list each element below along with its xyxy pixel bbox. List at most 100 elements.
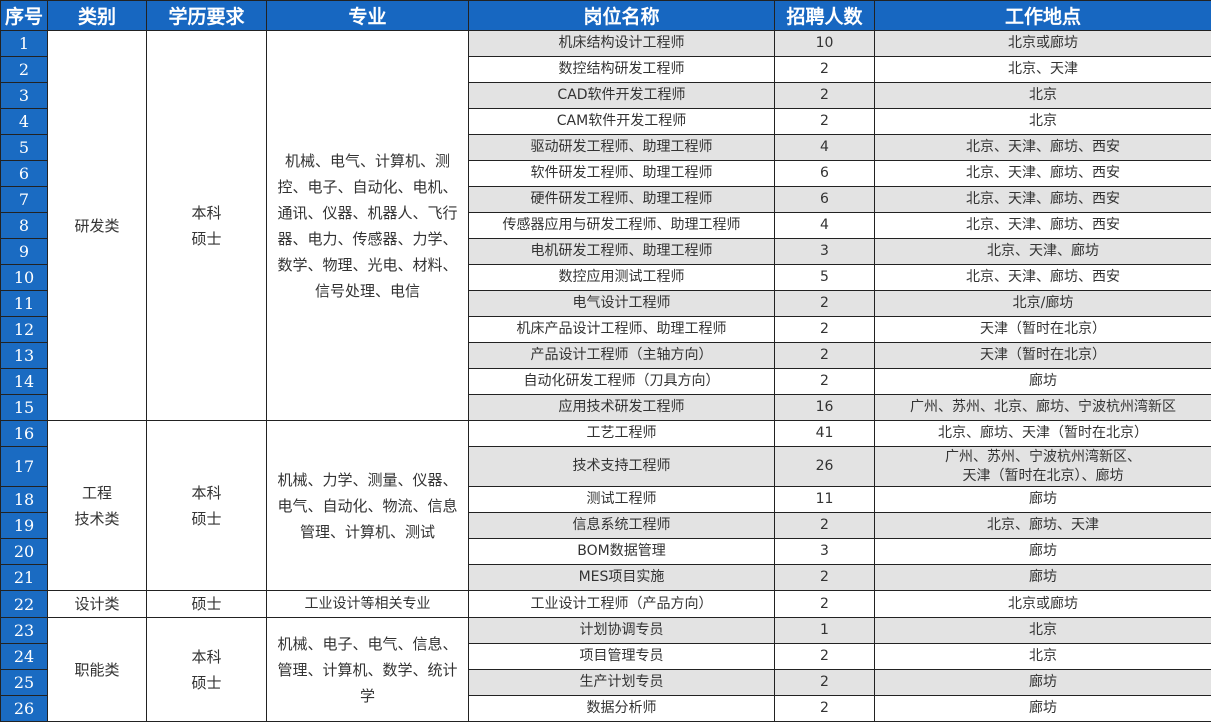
cell-position[interactable]: 产品设计工程师（主轴方向）: [469, 343, 775, 369]
cell-count[interactable]: 3: [775, 539, 875, 565]
cell-location[interactable]: 廊坊: [875, 369, 1211, 395]
header-major[interactable]: 专业: [267, 1, 469, 31]
cell-count[interactable]: 11: [775, 487, 875, 513]
cell-location[interactable]: 北京、天津: [875, 57, 1211, 83]
cell-location[interactable]: 北京、天津、廊坊、西安: [875, 213, 1211, 239]
cell-count[interactable]: 2: [775, 696, 875, 722]
cell-position[interactable]: 计划协调专员: [469, 618, 775, 644]
cell-no[interactable]: 18: [1, 487, 48, 513]
cell-count[interactable]: 2: [775, 565, 875, 591]
cell-no[interactable]: 3: [1, 83, 48, 109]
cell-location[interactable]: 北京、天津、廊坊、西安: [875, 135, 1211, 161]
cell-position[interactable]: 项目管理专员: [469, 644, 775, 670]
cell-education[interactable]: 本科硕士: [147, 421, 267, 591]
cell-count[interactable]: 26: [775, 447, 875, 487]
cell-position[interactable]: 测试工程师: [469, 487, 775, 513]
cell-count[interactable]: 2: [775, 57, 875, 83]
cell-position[interactable]: BOM数据管理: [469, 539, 775, 565]
cell-no[interactable]: 10: [1, 265, 48, 291]
cell-count[interactable]: 41: [775, 421, 875, 447]
header-position[interactable]: 岗位名称: [469, 1, 775, 31]
cell-major[interactable]: 机械、电子、电气、信息、管理、计算机、数学、统计学: [267, 618, 469, 722]
cell-location[interactable]: 北京、天津、廊坊、西安: [875, 265, 1211, 291]
cell-position[interactable]: 信息系统工程师: [469, 513, 775, 539]
cell-location[interactable]: 北京或廊坊: [875, 591, 1211, 618]
cell-position[interactable]: 驱动研发工程师、助理工程师: [469, 135, 775, 161]
cell-no[interactable]: 21: [1, 565, 48, 591]
cell-location[interactable]: 北京: [875, 618, 1211, 644]
cell-no[interactable]: 14: [1, 369, 48, 395]
cell-count[interactable]: 4: [775, 135, 875, 161]
cell-no[interactable]: 6: [1, 161, 48, 187]
cell-education[interactable]: 本科硕士: [147, 31, 267, 421]
cell-count[interactable]: 2: [775, 644, 875, 670]
cell-no[interactable]: 20: [1, 539, 48, 565]
cell-location[interactable]: 北京/廊坊: [875, 291, 1211, 317]
cell-education[interactable]: 硕士: [147, 591, 267, 618]
cell-position[interactable]: 数据分析师: [469, 696, 775, 722]
cell-count[interactable]: 2: [775, 369, 875, 395]
cell-position[interactable]: 工业设计工程师（产品方向）: [469, 591, 775, 618]
cell-count[interactable]: 5: [775, 265, 875, 291]
cell-category[interactable]: 工程技术类: [48, 421, 147, 591]
cell-count[interactable]: 4: [775, 213, 875, 239]
cell-location[interactable]: 广州、苏州、北京、廊坊、宁波杭州湾新区: [875, 395, 1211, 421]
cell-position[interactable]: 电机研发工程师、助理工程师: [469, 239, 775, 265]
cell-location[interactable]: 北京: [875, 83, 1211, 109]
cell-location[interactable]: 北京、天津、廊坊、西安: [875, 187, 1211, 213]
cell-location[interactable]: 廊坊: [875, 696, 1211, 722]
cell-location[interactable]: 北京、廊坊、天津: [875, 513, 1211, 539]
header-no[interactable]: 序号: [1, 1, 48, 31]
cell-no[interactable]: 13: [1, 343, 48, 369]
cell-location[interactable]: 北京、天津、廊坊、西安: [875, 161, 1211, 187]
cell-location[interactable]: 北京或廊坊: [875, 31, 1211, 57]
cell-location[interactable]: 北京: [875, 644, 1211, 670]
cell-position[interactable]: 数控应用测试工程师: [469, 265, 775, 291]
cell-no[interactable]: 23: [1, 618, 48, 644]
cell-count[interactable]: 2: [775, 83, 875, 109]
cell-category[interactable]: 研发类: [48, 31, 147, 421]
cell-count[interactable]: 6: [775, 161, 875, 187]
header-education[interactable]: 学历要求: [147, 1, 267, 31]
cell-position[interactable]: 机床产品设计工程师、助理工程师: [469, 317, 775, 343]
cell-no[interactable]: 17: [1, 447, 48, 487]
cell-count[interactable]: 6: [775, 187, 875, 213]
cell-category[interactable]: 职能类: [48, 618, 147, 722]
cell-count[interactable]: 16: [775, 395, 875, 421]
cell-no[interactable]: 26: [1, 696, 48, 722]
cell-location[interactable]: 北京: [875, 109, 1211, 135]
cell-position[interactable]: 数控结构研发工程师: [469, 57, 775, 83]
cell-education[interactable]: 本科硕士: [147, 618, 267, 722]
cell-major[interactable]: 机械、力学、测量、仪器、电气、自动化、物流、信息管理、计算机、测试: [267, 421, 469, 591]
cell-count[interactable]: 2: [775, 591, 875, 618]
cell-position[interactable]: 电气设计工程师: [469, 291, 775, 317]
cell-count[interactable]: 3: [775, 239, 875, 265]
cell-no[interactable]: 5: [1, 135, 48, 161]
cell-count[interactable]: 2: [775, 317, 875, 343]
cell-no[interactable]: 4: [1, 109, 48, 135]
cell-position[interactable]: 硬件研发工程师、助理工程师: [469, 187, 775, 213]
cell-position[interactable]: CAM软件开发工程师: [469, 109, 775, 135]
cell-no[interactable]: 25: [1, 670, 48, 696]
cell-position[interactable]: CAD软件开发工程师: [469, 83, 775, 109]
cell-location[interactable]: 广州、苏州、宁波杭州湾新区、天津（暂时在北京）、廊坊: [875, 447, 1211, 487]
cell-location[interactable]: 天津（暂时在北京）: [875, 317, 1211, 343]
cell-no[interactable]: 11: [1, 291, 48, 317]
cell-no[interactable]: 15: [1, 395, 48, 421]
cell-count[interactable]: 2: [775, 513, 875, 539]
cell-no[interactable]: 16: [1, 421, 48, 447]
cell-count[interactable]: 10: [775, 31, 875, 57]
cell-position[interactable]: 传感器应用与研发工程师、助理工程师: [469, 213, 775, 239]
cell-count[interactable]: 2: [775, 670, 875, 696]
cell-no[interactable]: 7: [1, 187, 48, 213]
cell-location[interactable]: 北京、廊坊、天津（暂时在北京）: [875, 421, 1211, 447]
header-location[interactable]: 工作地点: [875, 1, 1211, 31]
cell-position[interactable]: 工艺工程师: [469, 421, 775, 447]
cell-count[interactable]: 1: [775, 618, 875, 644]
cell-count[interactable]: 2: [775, 109, 875, 135]
cell-position[interactable]: 机床结构设计工程师: [469, 31, 775, 57]
cell-position[interactable]: 技术支持工程师: [469, 447, 775, 487]
cell-no[interactable]: 9: [1, 239, 48, 265]
header-category[interactable]: 类别: [48, 1, 147, 31]
cell-location[interactable]: 廊坊: [875, 565, 1211, 591]
